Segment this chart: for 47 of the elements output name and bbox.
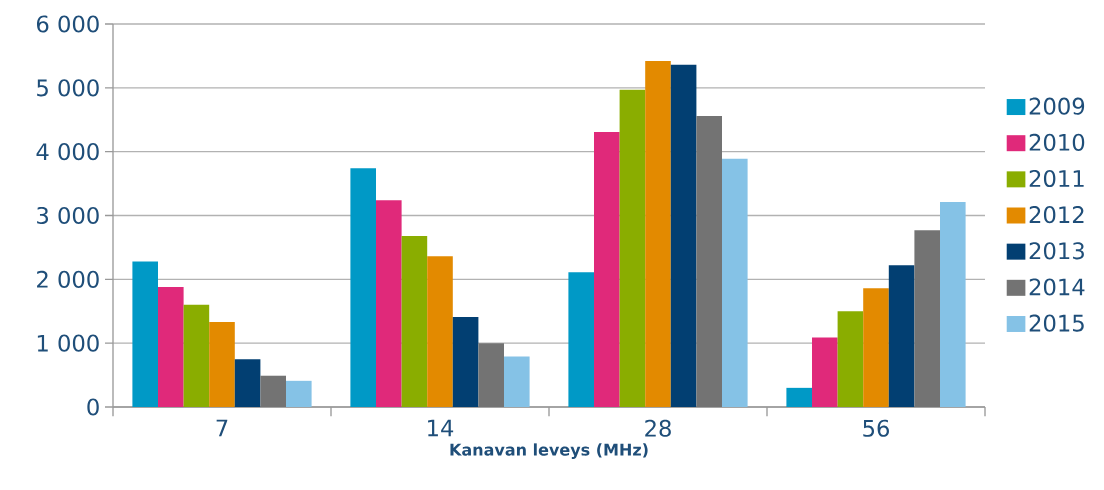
bar bbox=[837, 311, 864, 407]
x-tick-label: 14 bbox=[428, 419, 454, 437]
bar bbox=[696, 115, 722, 407]
bar bbox=[645, 61, 671, 407]
bar bbox=[234, 359, 261, 407]
bar bbox=[670, 64, 697, 407]
y-tick-label: 6 000 bbox=[36, 15, 99, 33]
bar bbox=[401, 235, 428, 407]
bar bbox=[888, 265, 915, 407]
legend-label: 2013 bbox=[1029, 242, 1084, 260]
bar bbox=[914, 230, 940, 407]
y-tick-label: 3 000 bbox=[37, 206, 99, 225]
y-tick-label: 2 000 bbox=[37, 270, 99, 288]
legend-label: 2012 bbox=[1029, 206, 1084, 224]
bar bbox=[940, 202, 966, 407]
bar bbox=[132, 261, 158, 407]
bar bbox=[722, 158, 748, 407]
y-tick-label: 4 000 bbox=[36, 143, 99, 161]
x-tick-label: 28 bbox=[645, 419, 671, 437]
bar bbox=[427, 256, 453, 407]
bar bbox=[863, 288, 889, 407]
legend-label: 2015 bbox=[1029, 314, 1084, 332]
bar bbox=[286, 380, 312, 407]
bar bbox=[158, 287, 184, 407]
bar bbox=[786, 387, 812, 407]
bar bbox=[594, 131, 620, 407]
bar bbox=[478, 343, 504, 407]
y-tick-label: 0 bbox=[87, 398, 99, 416]
legend-label: 2014 bbox=[1029, 278, 1085, 296]
bar bbox=[504, 356, 530, 407]
y-tick-label: 5 000 bbox=[37, 79, 99, 97]
bar bbox=[183, 304, 210, 407]
bar bbox=[619, 89, 646, 407]
bar bbox=[452, 317, 479, 407]
legend-label: 2009 bbox=[1029, 97, 1085, 115]
legend-label: 2011 bbox=[1029, 169, 1084, 188]
bar bbox=[350, 168, 376, 407]
bar bbox=[209, 322, 235, 407]
bar bbox=[260, 375, 286, 407]
x-axis-title: Kanavan leveys (MHz) bbox=[450, 443, 648, 459]
bar bbox=[376, 200, 402, 407]
y-tick-label: 1 000 bbox=[37, 334, 99, 352]
x-tick-label: 56 bbox=[863, 419, 889, 437]
x-tick-label: 7 bbox=[216, 419, 228, 437]
bar bbox=[812, 337, 838, 407]
legend-label: 2010 bbox=[1029, 133, 1085, 151]
bar bbox=[568, 272, 594, 407]
